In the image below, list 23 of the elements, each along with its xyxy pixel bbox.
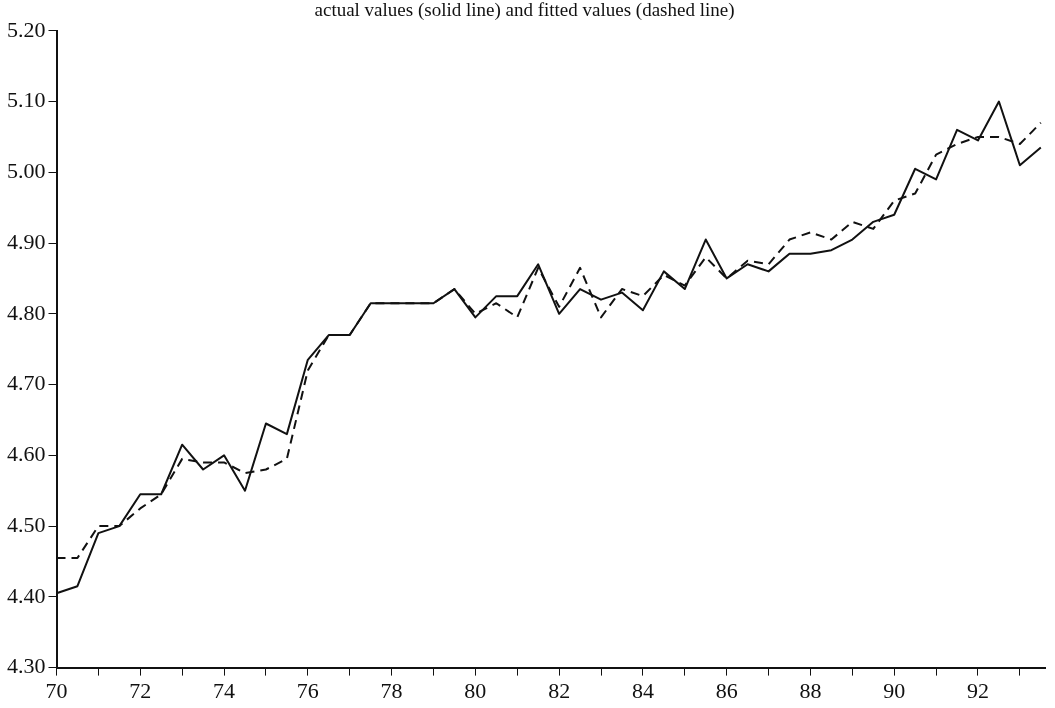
x-tick-label: 80	[464, 677, 487, 703]
y-tick-label: 5.10	[7, 87, 46, 113]
x-tick-label: 82	[548, 677, 571, 703]
x-tick-label: 72	[129, 677, 152, 703]
x-tick-label: 78	[380, 677, 403, 703]
y-tick-label: 4.50	[7, 511, 46, 537]
y-tick-label: 5.20	[7, 16, 46, 42]
y-tick-label: 4.70	[7, 370, 46, 396]
y-tick-label: 4.80	[7, 299, 46, 325]
x-tick-label: 86	[715, 677, 738, 703]
y-tick-label: 4.40	[7, 582, 46, 608]
x-tick-label: 74	[213, 677, 236, 703]
y-tick-label: 4.60	[7, 441, 46, 467]
x-tick-label: 84	[631, 677, 654, 703]
x-tick-label: 90	[883, 677, 906, 703]
y-tick-label: 4.30	[7, 653, 46, 679]
x-tick-label: 88	[799, 677, 822, 703]
y-tick-label: 4.90	[7, 228, 46, 254]
x-tick-label: 70	[45, 677, 68, 703]
y-tick-label: 5.00	[7, 158, 46, 184]
chart-title: actual values (solid line) and fitted values (dashed line)	[314, 0, 735, 22]
x-tick-label: 92	[966, 677, 989, 703]
x-tick-label: 76	[296, 677, 319, 703]
